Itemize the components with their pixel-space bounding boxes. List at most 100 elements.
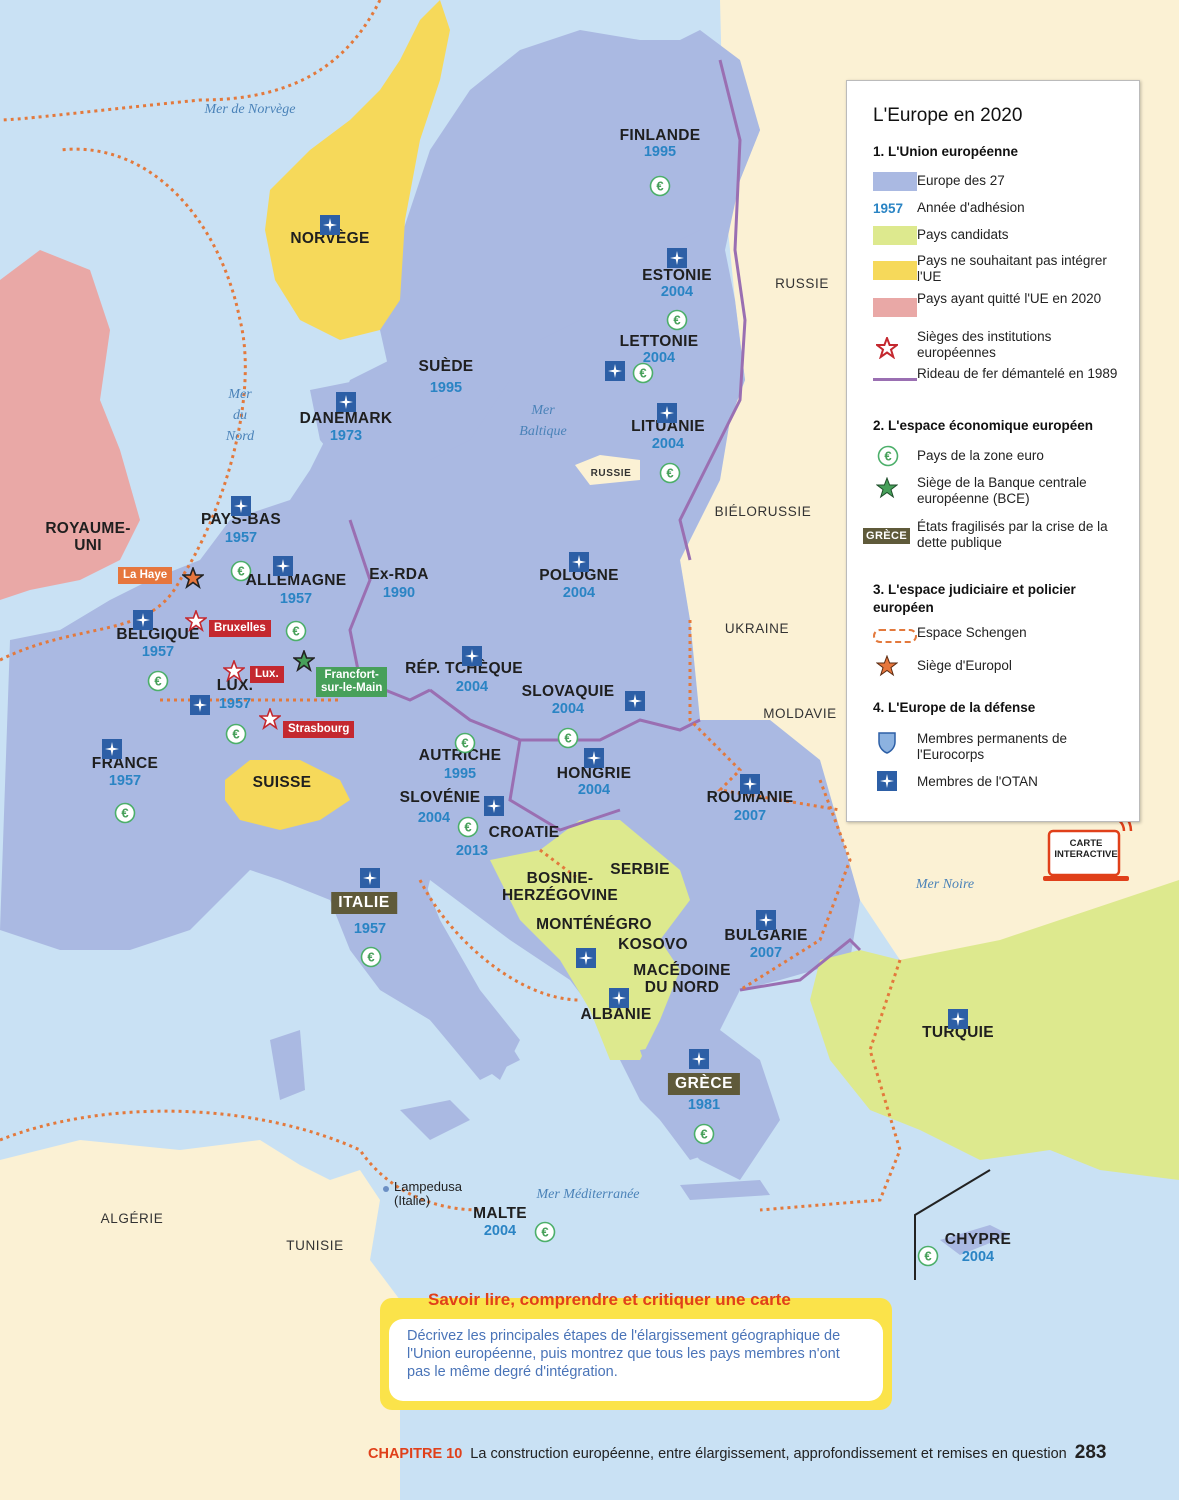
euro-icon-20: €	[457, 816, 479, 843]
city-star-icon-3	[257, 706, 283, 735]
euro-icon-26: €	[534, 1221, 556, 1248]
page-footer: CHAPITRE 10 La construction européenne, e…	[368, 1442, 1106, 1464]
svg-text:€: €	[367, 950, 374, 965]
city-label-3: Strasbourg	[283, 721, 355, 739]
euro-icon-27: €	[917, 1245, 939, 1272]
svg-text:€: €	[464, 820, 471, 835]
country-label-11: LUX.	[216, 677, 254, 694]
country-label-25: GRÈCE	[667, 1073, 741, 1095]
country-label-15: POLOGNE	[539, 567, 619, 584]
other-country-4: ALGÉRIE	[100, 1211, 164, 1226]
country-year-20: 2004	[417, 810, 451, 826]
svg-text:€: €	[461, 736, 468, 751]
legend-eu27: Europe des 27	[917, 173, 1005, 188]
country-label-0: FINLANDE	[619, 127, 701, 144]
other-country-1: BIÉLORUSSIE	[714, 504, 812, 519]
country-year-3: 2004	[660, 284, 694, 300]
country-label-6: DANEMARK	[299, 410, 393, 427]
otan-icon-16	[462, 646, 482, 671]
country-year-8: 1957	[224, 530, 258, 546]
legend-section-economic: 2. L'espace économique européen	[873, 418, 1094, 433]
interactive-screen	[1047, 829, 1121, 877]
legend-schengen: Espace Schengen	[917, 625, 1027, 640]
lampedusa-dot	[383, 1186, 389, 1192]
eurocorps-shield-icon	[878, 732, 896, 754]
sea-label-0: Mer de Norvège	[204, 102, 296, 117]
other-country-3: MOLDAVIE	[763, 706, 837, 721]
city-star-icon-4	[291, 648, 317, 677]
interactive-map-button[interactable]: CARTE INTERACTIVE	[1046, 828, 1126, 882]
other-country-6: RUSSIE	[586, 467, 636, 480]
country-year-16: 2004	[455, 679, 489, 695]
swatch-left	[873, 298, 917, 317]
land-denmark	[310, 380, 380, 470]
country-label-17: SLOVAQUIE	[521, 683, 615, 700]
euro-icon-0: €	[649, 175, 671, 202]
country-year-24: 1957	[353, 921, 387, 937]
country-label-3: ESTONIE	[642, 267, 712, 284]
otan-icon-19	[584, 748, 604, 773]
legend-institutions: Sièges des institutions européennes	[917, 329, 1052, 360]
swatch-schengen	[873, 629, 917, 643]
svg-text:€: €	[121, 806, 128, 821]
sea-label-1: Mer du Nord	[225, 387, 255, 444]
country-year-4: 2004	[642, 350, 676, 366]
country-year-27: 2004	[961, 1249, 995, 1265]
task-box: Savoir lire, comprendre et critiquer une…	[380, 1290, 892, 1410]
land-north-africa	[0, 1140, 400, 1500]
otan-icon-11	[190, 695, 210, 720]
svg-text:€: €	[237, 564, 244, 579]
legend-section-judicial: 3. L'espace judiciaire et policier europ…	[873, 582, 1076, 615]
country-year-17: 2004	[551, 701, 585, 717]
sea-label-2: Mer Baltique	[519, 403, 567, 439]
country-year-25: 1981	[687, 1097, 721, 1113]
legend-not-wishing: Pays ne souhaitant pas intégrer l'UE	[917, 253, 1107, 284]
land-switzerland	[225, 760, 350, 830]
country-label-24: ITALIE	[331, 892, 397, 914]
otan-icon-10	[133, 610, 153, 635]
legend-otan: Membres de l'OTAN	[917, 774, 1038, 789]
country-year-5: 2004	[651, 436, 685, 452]
euro-icon: €	[877, 445, 899, 467]
country-label-18: AUTRICHE	[418, 747, 502, 764]
legend-euro: Pays de la zone euro	[917, 448, 1044, 463]
land-scandinavia	[380, 30, 760, 460]
country-year-15: 2004	[562, 585, 596, 601]
country-year-12: 1957	[108, 773, 142, 789]
legend-year-sample: 1957	[873, 201, 904, 216]
otan-icon-9	[273, 556, 293, 581]
crisis-sample-box: GRÈCE	[863, 528, 911, 544]
legend-section-eu: 1. L'Union européenne	[873, 144, 1018, 159]
otan-icon-23	[756, 910, 776, 935]
country-label-22: ROUMANIE	[706, 789, 794, 806]
europol-star-icon	[876, 655, 898, 677]
legend-europol: Siège d'Europol	[917, 658, 1012, 673]
country-label-2: SUÈDE	[418, 358, 474, 375]
otan-icon-20	[484, 796, 504, 821]
svg-text:€: €	[564, 731, 571, 746]
euro-icon-3: €	[666, 309, 688, 336]
country-label-9: ALLEMAGNE	[245, 572, 347, 589]
city-label-2: Lux.	[250, 666, 284, 684]
legend-crisis: États fragilisés par la crise de la dett…	[917, 519, 1108, 550]
otan-icon-24	[360, 868, 380, 893]
euro-icon-24: €	[360, 946, 382, 973]
country-year-9: 1957	[279, 591, 313, 607]
country-label-20: SLOVÉNIE	[399, 789, 481, 806]
svg-text:€: €	[154, 674, 161, 689]
country-year-6: 1973	[329, 428, 363, 444]
otan-icon-33	[609, 988, 629, 1013]
svg-text:€: €	[924, 1249, 931, 1264]
city-label-4: Francfort- sur-le-Main	[316, 667, 388, 698]
country-label-1: NORVÈGE	[290, 230, 370, 247]
country-label-33: ALBANIE	[580, 1006, 652, 1023]
otan-icon-22	[740, 774, 760, 799]
otan-icon-17	[625, 691, 645, 716]
country-label-31: KOSOVO	[618, 936, 688, 953]
otan-icon-5	[657, 403, 677, 428]
otan-icon-6	[336, 392, 356, 417]
map-legend: L'Europe en 2020 1. L'Union européenne E…	[846, 80, 1140, 822]
legend-year: Année d'adhésion	[917, 200, 1025, 215]
interactive-base	[1043, 876, 1129, 881]
svg-text:€: €	[700, 1127, 707, 1142]
